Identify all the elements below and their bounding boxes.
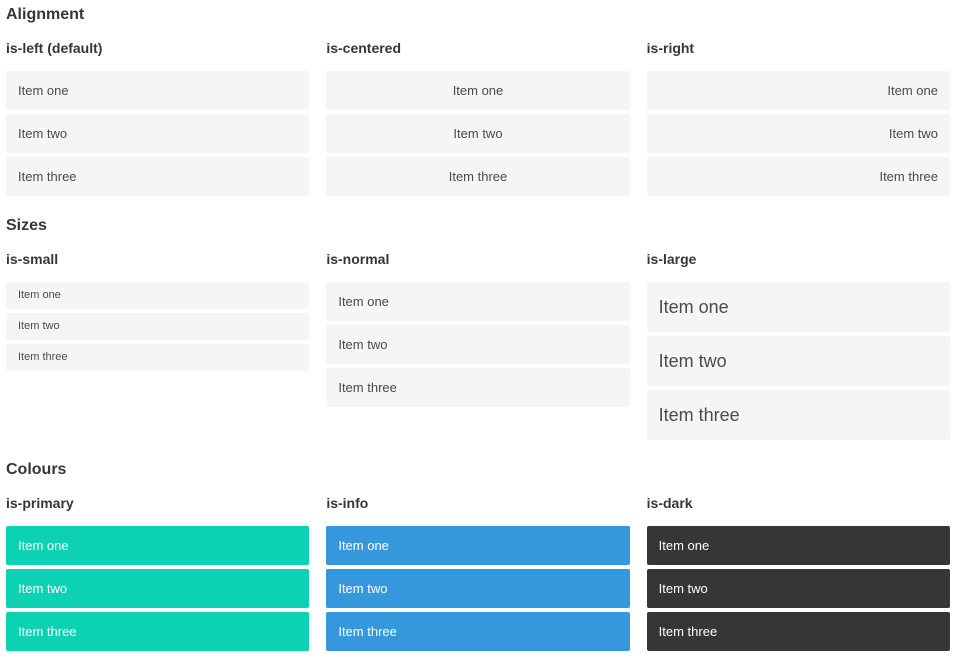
item-list-is-dark: Item one Item two Item three xyxy=(646,526,950,651)
list-item[interactable]: Item two xyxy=(326,114,630,153)
item-list-is-large: Item one Item two Item three xyxy=(646,282,950,440)
list-item[interactable]: Item one xyxy=(326,282,630,321)
list-item[interactable]: Item one xyxy=(326,71,630,110)
group-is-right: is-right Item one Item two Item three xyxy=(646,40,950,196)
list-item[interactable]: Item two xyxy=(646,569,950,608)
section-title-alignment: Alignment xyxy=(6,6,85,23)
list-item[interactable]: Item three xyxy=(646,157,950,196)
list-item[interactable]: Item one xyxy=(6,526,310,565)
list-item[interactable]: Item two xyxy=(326,325,630,364)
list-item[interactable]: Item two xyxy=(6,114,310,153)
group-label-is-large: is-large xyxy=(646,251,697,267)
item-list-is-info: Item one Item two Item three xyxy=(326,526,630,651)
group-label-is-dark: is-dark xyxy=(646,495,693,511)
section-title-sizes: Sizes xyxy=(6,217,47,234)
item-list-is-small: Item one Item two Item three xyxy=(6,282,310,371)
list-item[interactable]: Item one xyxy=(646,282,950,332)
group-label-is-left: is-left (default) xyxy=(6,40,103,56)
list-item[interactable]: Item one xyxy=(6,282,310,309)
section-sizes: Sizes is-small Item one Item two Item thre… xyxy=(6,216,950,440)
list-item[interactable]: Item one xyxy=(646,71,950,110)
item-list-is-normal: Item one Item two Item three xyxy=(326,282,630,407)
item-list-is-right: Item one Item two Item three xyxy=(646,71,950,196)
group-is-left: is-left (default) Item one Item two Item t… xyxy=(6,40,310,196)
list-item[interactable]: Item three xyxy=(6,157,310,196)
group-is-small: is-small Item one Item two Item three xyxy=(6,251,310,440)
list-item[interactable]: Item three xyxy=(326,157,630,196)
group-is-normal: is-normal Item one Item two Item three xyxy=(326,251,630,440)
list-item[interactable]: Item two xyxy=(6,569,310,608)
item-list-is-primary: Item one Item two Item three xyxy=(6,526,310,651)
item-list-is-left: Item one Item two Item three xyxy=(6,71,310,196)
group-is-large: is-large Item one Item two Item three xyxy=(646,251,950,440)
colours-row: is-primary Item one Item two Item three is… xyxy=(6,495,950,651)
group-is-primary: is-primary Item one Item two Item three xyxy=(6,495,310,651)
section-alignment: Alignment is-left (default) Item one Item… xyxy=(6,5,950,196)
list-item[interactable]: Item three xyxy=(646,390,950,440)
list-item[interactable]: Item two xyxy=(646,114,950,153)
list-item[interactable]: Item three xyxy=(326,612,630,651)
section-colours: Colours is-primary Item one Item two Item … xyxy=(6,460,950,651)
list-item[interactable]: Item one xyxy=(6,71,310,110)
alignment-row: is-left (default) Item one Item two Item t… xyxy=(6,40,950,196)
group-label-is-centered: is-centered xyxy=(326,40,402,56)
item-list-is-centered: Item one Item two Item three xyxy=(326,71,630,196)
list-item[interactable]: Item three xyxy=(326,368,630,407)
group-is-dark: is-dark Item one Item two Item three xyxy=(646,495,950,651)
group-is-centered: is-centered Item one Item two Item three xyxy=(326,40,630,196)
sizes-row: is-small Item one Item two Item three is-n… xyxy=(6,251,950,440)
list-item[interactable]: Item two xyxy=(326,569,630,608)
group-is-info: is-info Item one Item two Item three xyxy=(326,495,630,651)
group-label-is-small: is-small xyxy=(6,251,59,267)
group-label-is-primary: is-primary xyxy=(6,495,74,511)
list-item[interactable]: Item three xyxy=(6,612,310,651)
list-item[interactable]: Item two xyxy=(6,313,310,340)
group-label-is-normal: is-normal xyxy=(326,251,390,267)
section-title-colours: Colours xyxy=(6,461,67,478)
list-item[interactable]: Item one xyxy=(326,526,630,565)
list-item[interactable]: Item three xyxy=(6,344,310,371)
list-item[interactable]: Item one xyxy=(646,526,950,565)
list-item[interactable]: Item three xyxy=(646,612,950,651)
group-label-is-info: is-info xyxy=(326,495,369,511)
list-item[interactable]: Item two xyxy=(646,336,950,386)
group-label-is-right: is-right xyxy=(646,40,695,56)
